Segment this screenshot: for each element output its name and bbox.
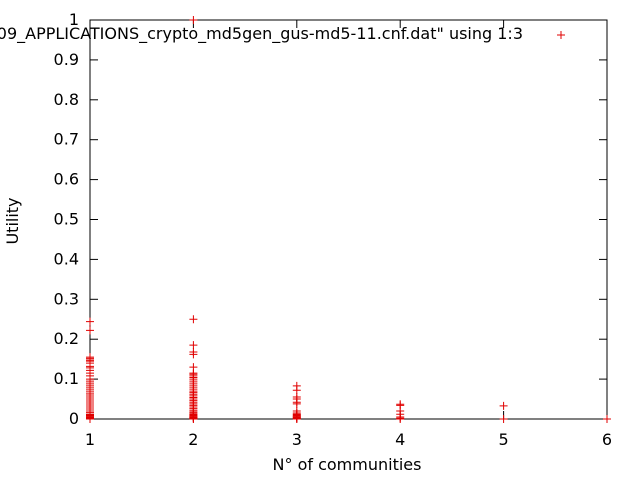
data-point [86,415,94,423]
y-tick-label: 0.8 [54,90,79,109]
y-tick-label: 0 [69,409,79,428]
data-point [396,415,405,423]
y-tick-label: 0.9 [54,50,79,69]
axis-ticks: 0 0.1 0.2 0.3 0.4 0.5 0.6 0.7 0.8 0.9 1 1 2 3 4 5 6 [54,10,613,449]
data-point [292,415,301,423]
data-point [189,16,198,24]
data-point [292,386,301,395]
data-point [86,359,94,368]
plot-frame [89,19,608,420]
data-point [189,341,198,350]
x-tick-label: 1 [85,430,95,449]
x-tick-label: 2 [188,430,198,449]
data-points [86,16,611,423]
x-axis-label: N° of communities [273,455,422,474]
y-tick-label: 0.2 [54,329,79,348]
data-point [189,315,198,324]
data-point [189,415,198,423]
data-point [499,401,508,410]
data-point [499,415,508,423]
y-tick-label: 0.1 [54,369,79,388]
legend-label: 09_APPLICATIONS_crypto_md5gen_gus-md5-11… [0,24,523,44]
y-tick-label: 0.3 [54,289,79,308]
legend-marker [557,31,565,39]
y-tick-label: 0.6 [54,170,79,189]
data-point [189,350,198,359]
y-tick-label: 0.4 [54,249,79,268]
x-tick-label: 6 [602,430,612,449]
x-tick-label: 4 [395,430,405,449]
y-tick-label: 0.5 [54,210,79,229]
data-point [292,399,301,408]
data-point [86,317,94,326]
x-tick-label: 5 [499,430,509,449]
data-point [86,326,94,335]
y-tick-label: 0.7 [54,130,79,149]
data-point [603,415,611,423]
x-tick-label: 3 [292,430,302,449]
y-axis-label: Utility [3,197,22,244]
y-tick-label: 1 [69,10,79,29]
